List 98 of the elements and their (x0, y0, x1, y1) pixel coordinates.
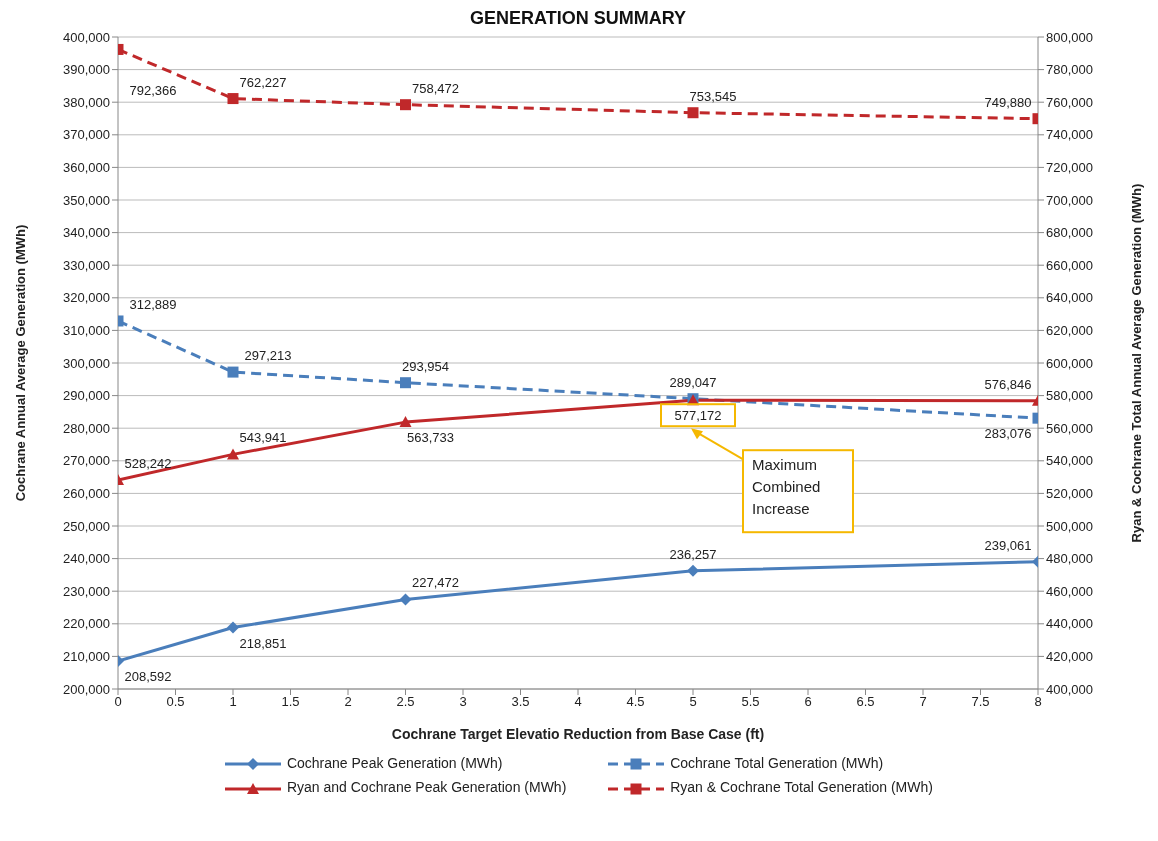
x-tick-label: 4.5 (626, 694, 645, 710)
y2-tick-label: 480,000 (1046, 551, 1093, 567)
legend-label: Ryan & Cochrane Total Generation (MWh) (670, 779, 933, 796)
x-tick-label: 0 (114, 694, 122, 710)
y-tick-label: 250,000 (63, 518, 110, 534)
data-label: 218,851 (239, 635, 287, 651)
y-tick-label: 210,000 (63, 649, 110, 665)
data-label: 297,213 (244, 348, 292, 364)
x-tick-label: 3 (459, 694, 467, 710)
y-tick-label: 300,000 (63, 355, 110, 371)
legend-label: Ryan and Cochrane Peak Generation (MWh) (286, 779, 567, 796)
y2-tick-label: 420,000 (1046, 649, 1093, 665)
y-tick-label: 390,000 (63, 62, 110, 78)
x-tick-label: 6 (804, 694, 812, 710)
y-axis-title: Cochrane Annual Average Generation (MWh) (12, 224, 28, 502)
y2-tick-label: 520,000 (1046, 486, 1093, 502)
y-tick-label: 240,000 (63, 551, 110, 567)
point (227, 366, 239, 378)
x-tick-label: 5.5 (741, 694, 760, 710)
x-tick-label: 0.5 (166, 694, 185, 710)
y-tick-label: 270,000 (63, 453, 110, 469)
data-label: 543,941 (239, 430, 287, 446)
y-tick-label: 290,000 (63, 388, 110, 404)
data-label: 758,472 (412, 80, 459, 96)
data-label: 563,733 (407, 430, 454, 446)
data-label: 208,592 (124, 668, 172, 684)
legend-label: Cochrane Total Generation (MWh) (670, 755, 884, 771)
x-tick-label: 5 (689, 694, 697, 710)
y2-tick-label: 660,000 (1046, 257, 1093, 273)
y2-tick-label: 440,000 (1046, 616, 1093, 632)
x-tick-label: 1.5 (281, 694, 300, 710)
x-tick-label: 2 (344, 694, 352, 710)
x-tick-label: 8 (1034, 694, 1042, 710)
y-tick-label: 230,000 (63, 583, 110, 599)
y-tick-label: 340,000 (63, 225, 110, 241)
x-tick-label: 4 (574, 694, 582, 710)
y2-tick-label: 540,000 (1046, 453, 1093, 469)
x-tick-label: 7 (919, 694, 927, 710)
y-tick-label: 200,000 (63, 681, 110, 697)
y2-tick-label: 740,000 (1046, 127, 1093, 143)
point (399, 593, 412, 606)
y-tick-label: 310,000 (63, 323, 110, 339)
point (227, 448, 239, 460)
y-tick-label: 350,000 (63, 192, 110, 208)
data-label: 576,846 (984, 376, 1032, 392)
y2-tick-label: 640,000 (1046, 290, 1093, 306)
y2-tick-label: 760,000 (1046, 94, 1093, 110)
data-label: 577,172 (674, 408, 722, 424)
y-tick-label: 280,000 (63, 420, 110, 436)
y-tick-label: 400,000 (63, 29, 110, 45)
x-tick-label: 1 (229, 694, 237, 710)
point (687, 107, 699, 119)
data-label: 792,366 (129, 83, 177, 99)
data-label: 289,047 (669, 374, 717, 390)
data-label: 293,954 (402, 358, 449, 374)
y-tick-label: 320,000 (63, 290, 110, 306)
y2-tick-label: 800,000 (1046, 29, 1093, 45)
x-tick-label: 7.5 (971, 694, 990, 710)
y-tick-label: 380,000 (63, 94, 110, 110)
annotation: Maximum Combined Increase (751, 455, 822, 520)
y2-tick-label: 600,000 (1046, 355, 1093, 371)
data-label: 528,242 (124, 455, 172, 471)
data-label: 312,889 (129, 296, 177, 312)
data-label: 227,472 (412, 575, 459, 591)
data-label: 283,076 (984, 426, 1032, 442)
y-tick-label: 330,000 (63, 257, 110, 273)
y2-tick-label: 620,000 (1046, 323, 1093, 339)
point (400, 99, 411, 111)
data-label: 753,545 (689, 88, 737, 104)
data-label: 749,880 (984, 94, 1032, 110)
point (227, 93, 239, 105)
y2-tick-label: 700,000 (1046, 192, 1093, 208)
chart-title: GENERATION SUMMARY (469, 8, 687, 29)
point (687, 564, 699, 577)
y2-tick-label: 580,000 (1046, 388, 1093, 404)
data-label: 239,061 (984, 537, 1032, 553)
y2-tick-label: 500,000 (1046, 518, 1093, 534)
point (227, 621, 239, 634)
point (400, 377, 411, 389)
data-label: 762,227 (239, 74, 287, 90)
legend-label: Cochrane Peak Generation (MWh) (286, 755, 503, 771)
data-label: 236,257 (669, 546, 717, 562)
x-tick-label: 2.5 (396, 694, 415, 710)
y-tick-label: 260,000 (63, 486, 110, 502)
y2-tick-label: 680,000 (1046, 225, 1093, 241)
y2-tick-label: 720,000 (1046, 160, 1093, 176)
y-tick-label: 370,000 (63, 127, 110, 143)
y2-axis-title: Ryan & Cochrane Total Annual Average Generation (MWh) (1128, 183, 1144, 543)
y-tick-label: 360,000 (63, 160, 110, 176)
y2-tick-label: 560,000 (1046, 420, 1093, 436)
point (399, 416, 412, 428)
y2-tick-label: 400,000 (1046, 681, 1093, 697)
x-tick-label: 3.5 (511, 694, 530, 710)
y2-tick-label: 460,000 (1046, 583, 1093, 599)
y-tick-label: 220,000 (63, 616, 110, 632)
x-tick-label: 6.5 (856, 694, 875, 710)
y2-tick-label: 780,000 (1046, 62, 1093, 78)
x-axis-title: Cochrane Target Elevatio Reduction from Base Case (ft) (391, 726, 765, 742)
